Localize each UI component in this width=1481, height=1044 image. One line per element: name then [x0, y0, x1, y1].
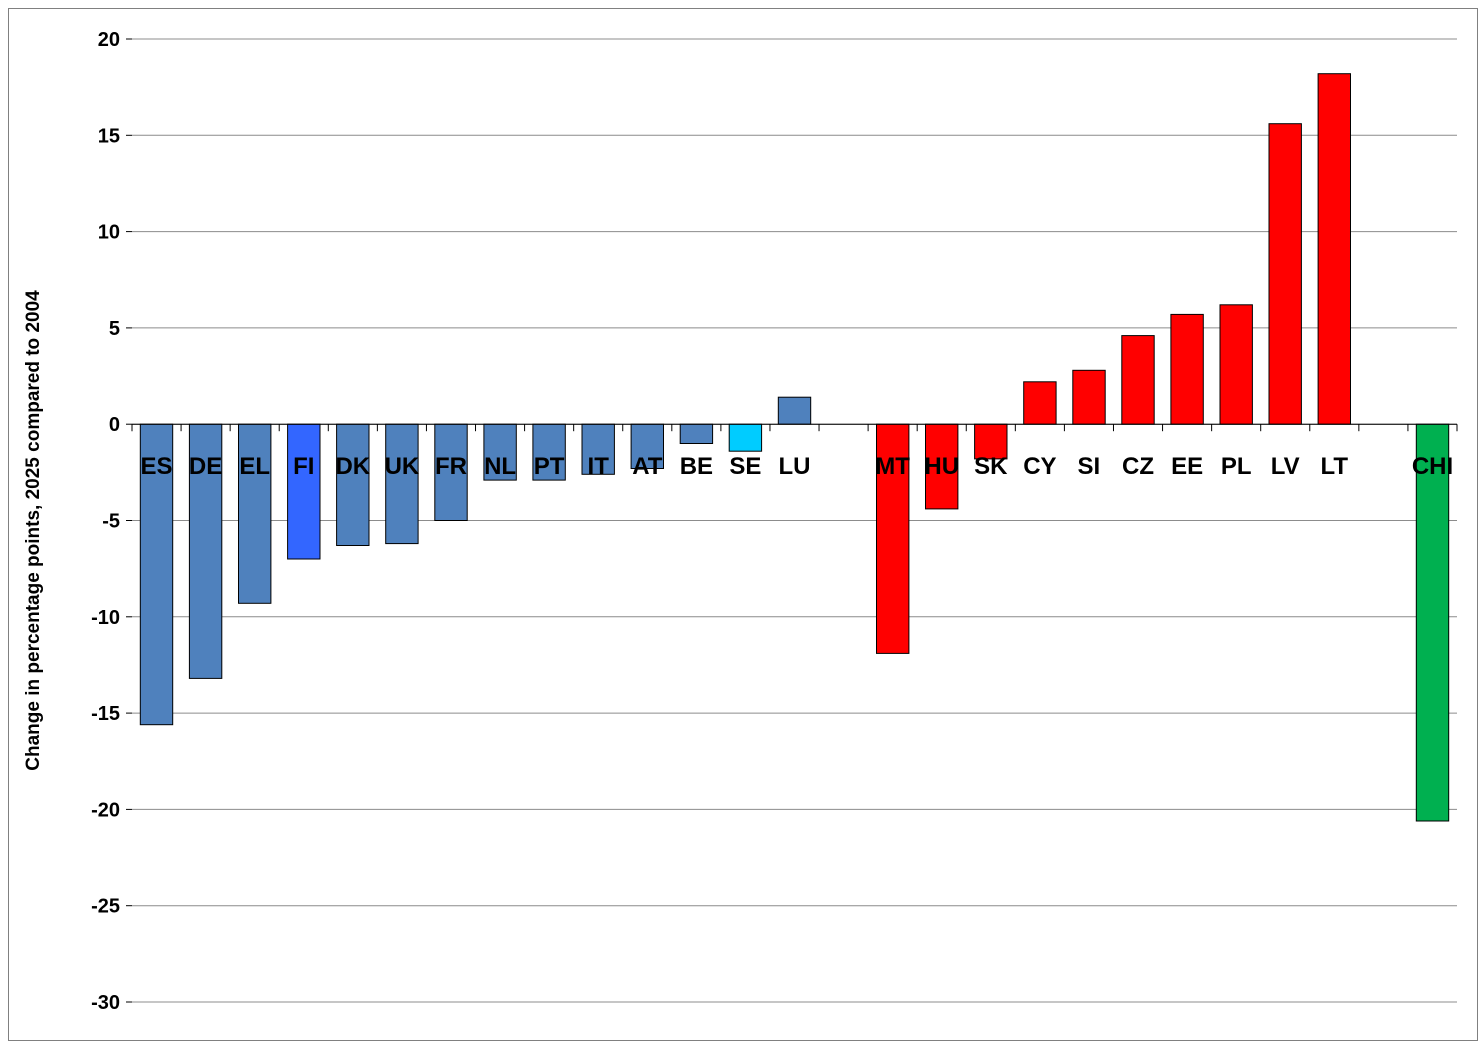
bar-be — [679, 423, 714, 445]
bar-dk — [336, 423, 370, 547]
bar-it — [581, 423, 615, 475]
y-tick-label: 5 — [109, 318, 120, 340]
y-tick-label: 15 — [98, 125, 120, 147]
category-label-pl: PL — [1221, 453, 1252, 480]
category-label-lv: LV — [1271, 453, 1300, 480]
category-label-at: AT — [632, 453, 663, 480]
category-label-cy: CY — [1023, 453, 1056, 480]
bar-pt — [532, 423, 566, 481]
y-tick-label: 10 — [98, 222, 120, 244]
category-label-nl: NL — [484, 453, 516, 480]
category-label-mt: MT — [875, 453, 910, 480]
bar-uk — [385, 423, 419, 545]
category-label-de: DE — [189, 453, 222, 480]
category-label-dk: DK — [335, 453, 370, 480]
category-label-cz: CZ — [1122, 453, 1154, 480]
y-tick-label: -5 — [102, 511, 120, 533]
y-axis-title: Change in percentage points, 2025 compar… — [23, 290, 44, 771]
category-label-uk: UK — [385, 453, 420, 480]
category-label-si: SI — [1078, 453, 1101, 480]
category-label-se: SE — [729, 453, 761, 480]
category-label-hu: HU — [924, 453, 959, 480]
bar-lv — [1268, 123, 1302, 425]
bar-fi — [287, 423, 321, 560]
category-label-el: EL — [239, 453, 270, 480]
category-labels: ES DE EL FI DK UK FR NL PT IT AT BE SE LU MT HU SK CY SI CZ… — [140, 453, 1453, 480]
y-tick-label: 20 — [98, 29, 120, 51]
category-label-sk: SK — [974, 453, 1008, 480]
bar-hu — [925, 423, 959, 510]
category-label-pt: PT — [534, 453, 565, 480]
bars — [139, 73, 1450, 822]
category-label-fr: FR — [435, 453, 467, 480]
bar-chart: 20 15 10 5 0 -5 -10 -15 -20 -25 -30 ES DE EL FI DK UK FR… — [23, 29, 1458, 1014]
y-tick-label: -25 — [91, 896, 120, 918]
bar-at — [630, 423, 664, 470]
y-tick-label: -15 — [91, 703, 120, 725]
category-label-ee: EE — [1171, 453, 1203, 480]
bar-lu — [777, 396, 812, 425]
category-label-it: IT — [588, 453, 610, 480]
category-label-es: ES — [140, 453, 172, 480]
bar-fr — [434, 423, 468, 522]
bar-cy — [1023, 381, 1057, 425]
category-label-fi: FI — [293, 453, 314, 480]
category-label-lu: LU — [779, 453, 811, 480]
bar-de — [188, 423, 223, 679]
bar-chi — [1415, 423, 1450, 822]
bar-ee — [1170, 313, 1204, 425]
category-label-be: BE — [680, 453, 713, 480]
bar-si — [1072, 369, 1106, 425]
y-tick-label: -10 — [91, 607, 120, 629]
bar-pl — [1219, 304, 1253, 425]
bar-cz — [1121, 335, 1155, 425]
bar-se — [728, 423, 763, 452]
bar-el — [238, 423, 272, 604]
category-label-lt: LT — [1321, 453, 1349, 480]
bar-lt — [1317, 73, 1351, 425]
y-tick-label: 0 — [109, 414, 120, 436]
y-axis-ticks: 20 15 10 5 0 -5 -10 -15 -20 -25 -30 — [91, 29, 132, 1014]
chart-frame: 20 15 10 5 0 -5 -10 -15 -20 -25 -30 ES DE EL FI DK UK FR… — [8, 8, 1478, 1041]
category-label-chi: CHI — [1412, 453, 1453, 480]
x-axis-ticks — [131, 424, 1458, 432]
y-tick-label: -30 — [91, 992, 120, 1014]
gridlines — [132, 38, 1457, 1003]
bar-es — [139, 423, 174, 726]
y-tick-label: -20 — [91, 799, 120, 821]
